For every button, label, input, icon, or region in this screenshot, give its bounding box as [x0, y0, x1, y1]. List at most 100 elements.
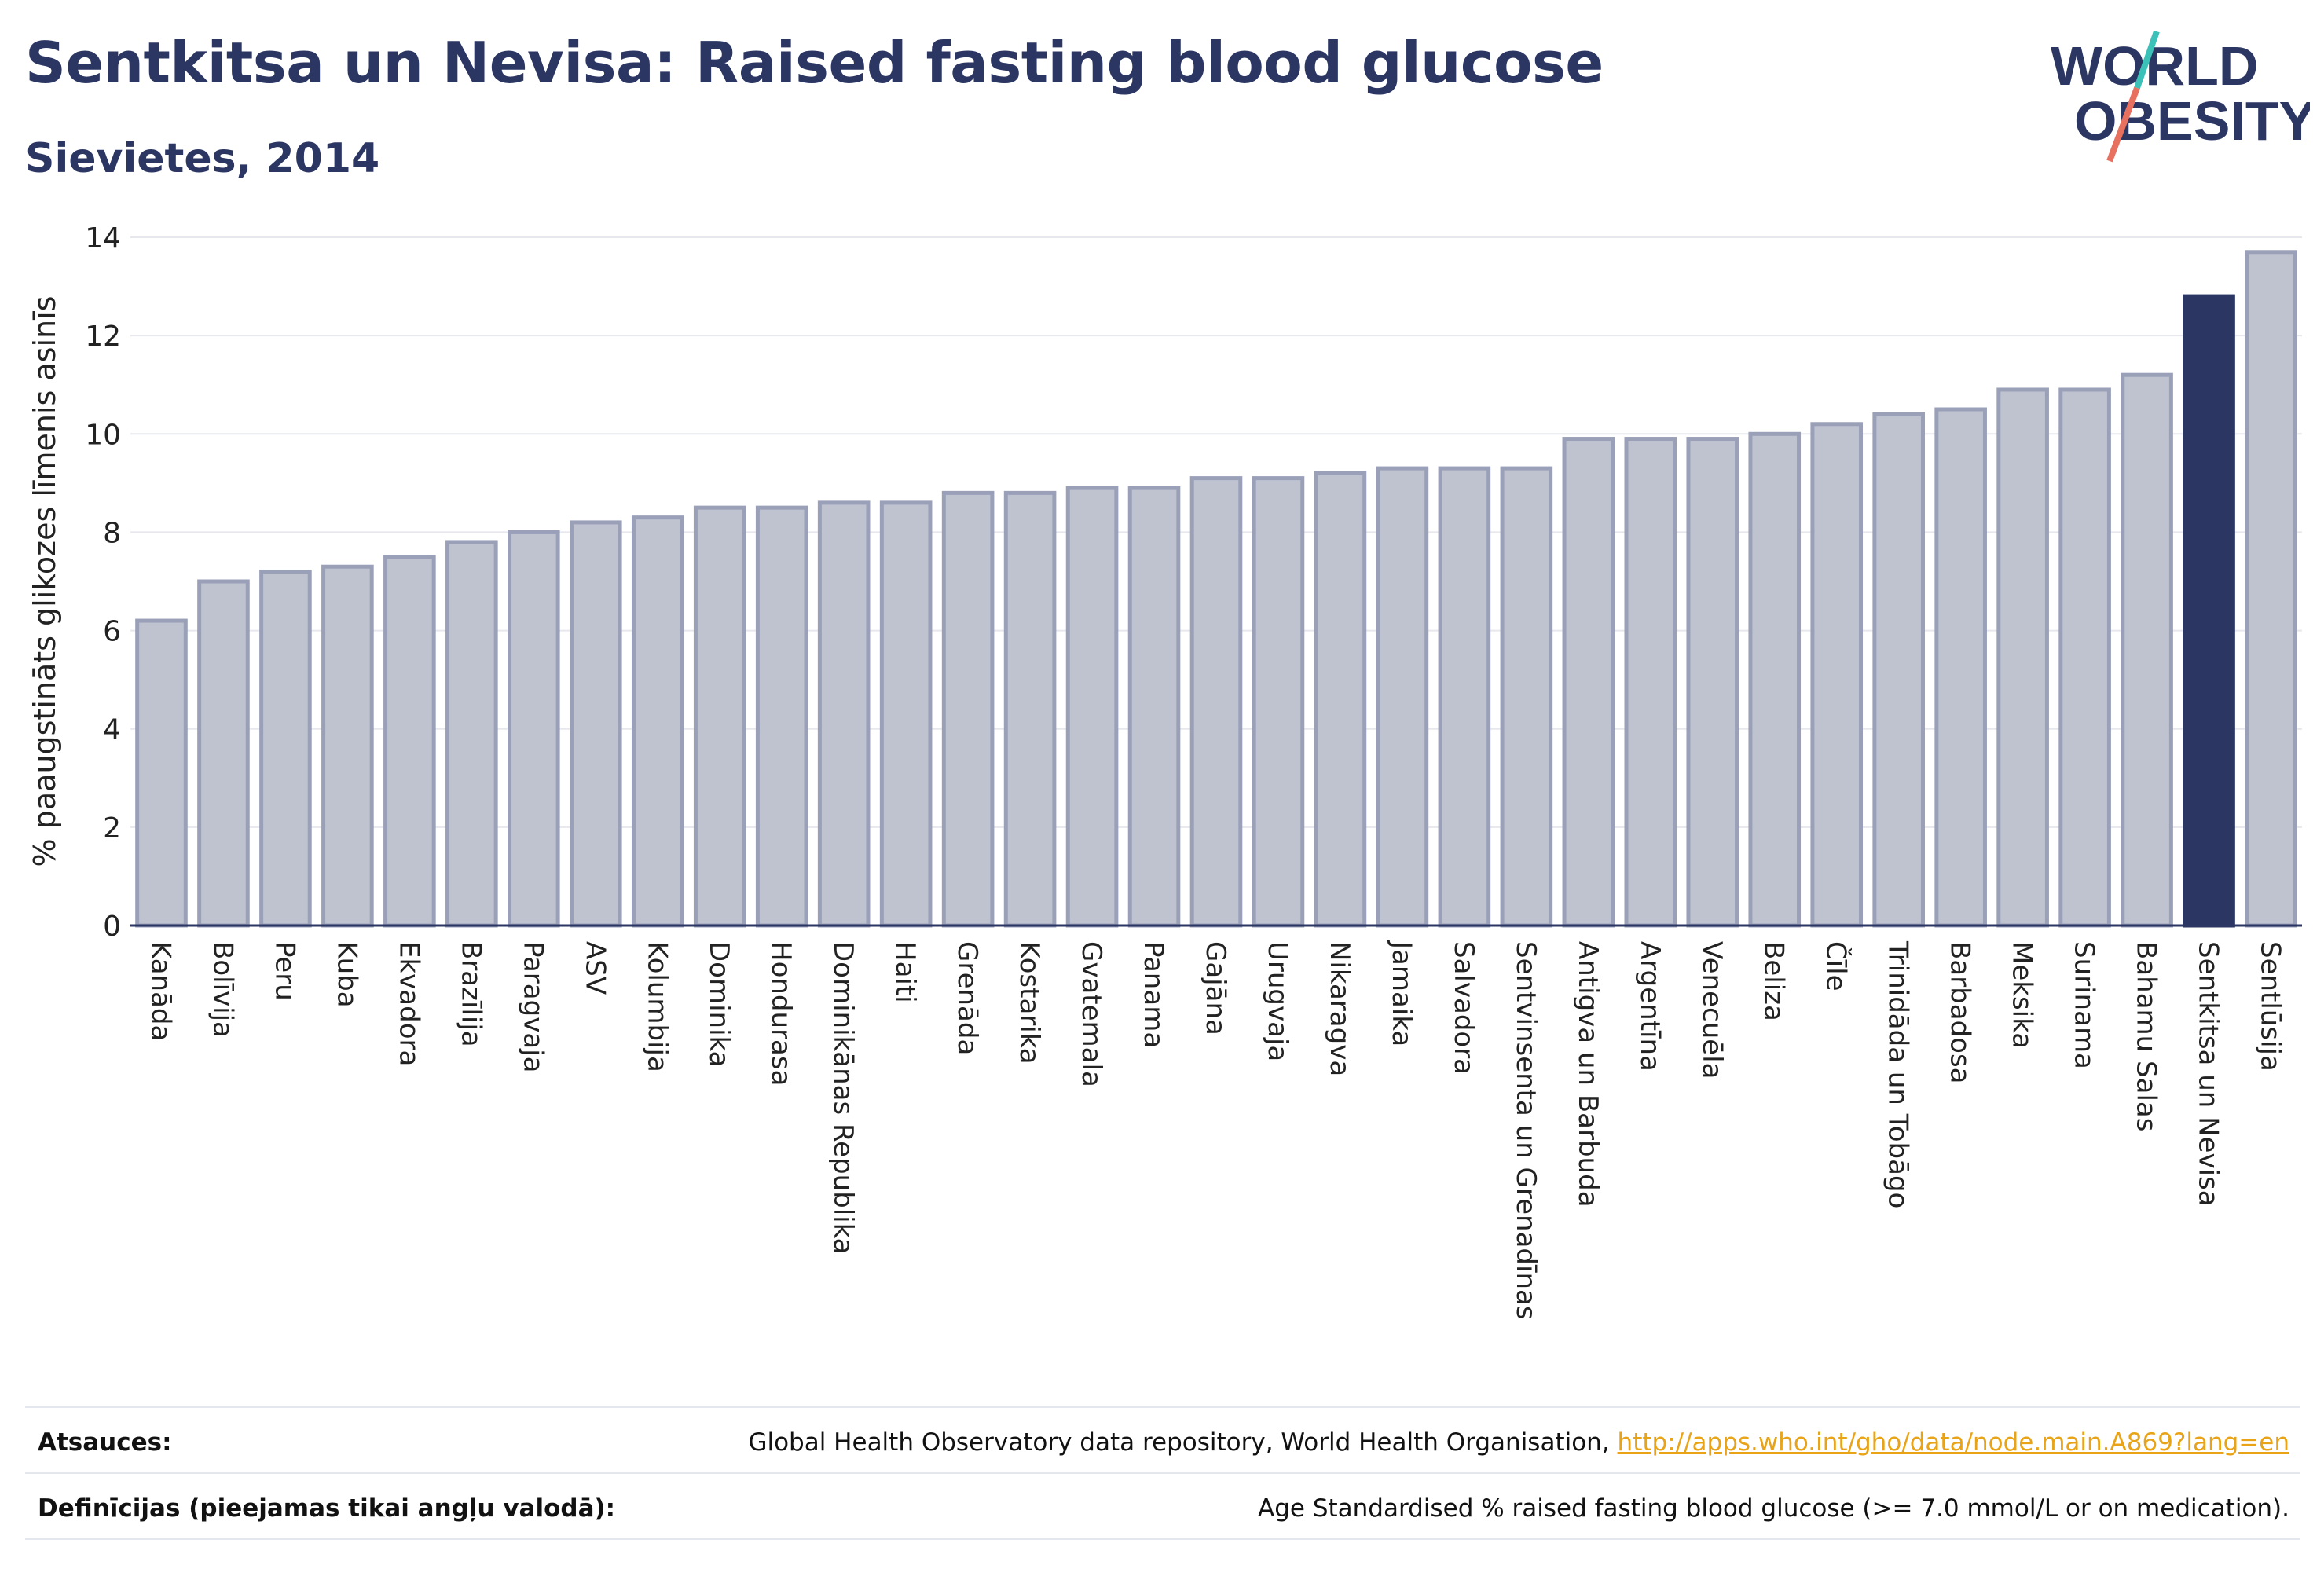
bar: [197, 579, 250, 928]
x-tick-label: Bahamu Salas: [2131, 941, 2162, 1131]
sources-value: Global Health Observatory data repositor…: [748, 1428, 2289, 1457]
bar-chart: 0 2 4 6 8 10 12 14 Kanāda Bolīvija Peru Kuba Ekvado…: [27, 222, 2302, 1320]
x-tick-label: Sentlūsija: [2255, 941, 2286, 1072]
bar: [1934, 407, 1987, 928]
x-tick-label: Gvatemala: [1076, 941, 1107, 1087]
x-tick-label: Barbadosa: [1945, 941, 1976, 1084]
sources-row: Atsauces: Global Health Observatory data…: [25, 1411, 2300, 1475]
x-tick-label: Nikaragva: [1324, 941, 1355, 1076]
y-tick-label: 10: [85, 419, 121, 451]
definitions-value: Age Standardised % raised fasting blood …: [1258, 1494, 2289, 1523]
x-tick-label: Salvadora: [1448, 941, 1479, 1075]
bar: [1065, 486, 1119, 928]
x-tick-label: Venecuēla: [1696, 941, 1728, 1079]
logo-line2: OBESITY: [2074, 90, 2310, 152]
x-tick-label: Urugvaja: [1262, 941, 1293, 1061]
bar: [1686, 437, 1739, 928]
bar: [135, 618, 188, 928]
x-tick-label: Kostarika: [1014, 941, 1045, 1065]
sources-text: Global Health Observatory data repositor…: [748, 1428, 1618, 1457]
definitions-row: Definīcijas (pieejamas tikai angļu valod…: [25, 1477, 2300, 1541]
x-tick-label: Čīle: [1820, 941, 1853, 991]
world-obesity-logo: WORLD OBESITY: [2051, 31, 2310, 163]
x-tick-label: Sentvinsenta un Grenadīnas: [1510, 941, 1541, 1320]
footer-divider-top: [25, 1406, 2300, 1408]
x-tick-label: Grenāda: [951, 941, 983, 1055]
bar: [1252, 476, 1305, 928]
logo-slash-red: [2106, 86, 2140, 163]
logo-slash-teal: [2134, 31, 2160, 90]
bar: [2245, 250, 2297, 928]
bar: [2058, 387, 2111, 928]
page-subtitle: Sievietes, 2014: [25, 135, 380, 182]
x-tick-label: ASV: [579, 941, 610, 995]
bar: [941, 490, 995, 928]
bar: [321, 564, 374, 928]
sources-label: Atsauces:: [38, 1428, 172, 1457]
x-tick-label: Meksika: [2007, 941, 2038, 1049]
bar: [2121, 372, 2173, 928]
x-tick-label: Paragvaja: [517, 941, 548, 1072]
y-tick-label: 0: [103, 911, 121, 943]
bar: [1438, 466, 1491, 928]
x-tick-label: Bolīvija: [207, 941, 238, 1038]
x-axis-ticks: Kanāda Bolīvija Peru Kuba Ekvadora Brazīlija P…: [145, 940, 2286, 1320]
definitions-label: Definīcijas (pieejamas tikai angļu valod…: [38, 1494, 616, 1523]
bar: [1314, 471, 1367, 928]
x-tick-label: Brazīlija: [455, 941, 486, 1047]
bar: [1376, 466, 1429, 928]
bar: [755, 505, 808, 928]
y-tick-label: 14: [85, 222, 121, 255]
bar: [259, 569, 312, 928]
bar: [383, 555, 436, 928]
x-tick-label: Sentkitsa un Nevisa: [2193, 941, 2224, 1207]
x-tick-label: Argentīna: [1634, 941, 1666, 1072]
bar: [1127, 486, 1181, 928]
x-tick-label: Kanāda: [145, 941, 176, 1041]
bar: [569, 520, 622, 928]
bar: [1810, 422, 1864, 928]
x-tick-label: Gajāna: [1200, 941, 1231, 1035]
footer-divider-middle: [25, 1472, 2300, 1474]
y-tick-label: 2: [103, 812, 121, 845]
bar: [1996, 387, 2049, 928]
bar: [1189, 476, 1243, 928]
bar: [2183, 294, 2235, 928]
y-axis-label: % paaugstināts glikozes līmenis asinīs: [27, 296, 62, 867]
x-tick-label: Surinama: [2069, 941, 2100, 1069]
bar: [693, 505, 746, 928]
x-tick-label: Beliza: [1758, 941, 1790, 1021]
bar: [1624, 437, 1677, 928]
x-tick-label: Antigva un Barbuda: [1572, 941, 1604, 1208]
y-tick-label: 6: [103, 616, 121, 648]
sources-link[interactable]: http://apps.who.int/gho/data/node.main.A…: [1617, 1428, 2289, 1457]
bar: [1500, 466, 1553, 928]
bar: [1562, 437, 1615, 928]
bar: [1748, 431, 1802, 928]
bar: [817, 500, 871, 928]
bar: [508, 530, 560, 928]
y-tick-label: 4: [103, 714, 121, 746]
x-tick-label: Hondurasa: [765, 941, 797, 1086]
y-tick-label: 8: [103, 517, 121, 549]
x-tick-label: Ekvadora: [393, 941, 424, 1066]
bar: [445, 540, 498, 928]
x-tick-label: Dominika: [703, 941, 735, 1067]
x-tick-label: Panama: [1138, 941, 1169, 1048]
y-tick-label: 12: [85, 321, 121, 353]
x-tick-label: Dominikānas Republika: [827, 941, 859, 1255]
footer-divider-bottom: [25, 1538, 2300, 1540]
bar: [879, 500, 933, 928]
bar: [1003, 490, 1057, 928]
x-tick-label: Kolumbija: [641, 941, 673, 1072]
bar: [1872, 412, 1925, 928]
bars: [135, 250, 2297, 928]
y-axis-ticks: 0 2 4 6 8 10 12 14: [85, 222, 121, 943]
x-tick-label: Trinidāda un Tobāgo: [1882, 940, 1914, 1208]
x-tick-label: Peru: [269, 941, 300, 1001]
page-title: Sentkitsa un Nevisa: Raised fasting bloo…: [25, 30, 1604, 96]
x-tick-label: Haiti: [889, 941, 921, 1003]
x-tick-label: Kuba: [331, 941, 362, 1008]
bar: [631, 515, 684, 928]
x-tick-label: Jamaika: [1386, 940, 1417, 1046]
